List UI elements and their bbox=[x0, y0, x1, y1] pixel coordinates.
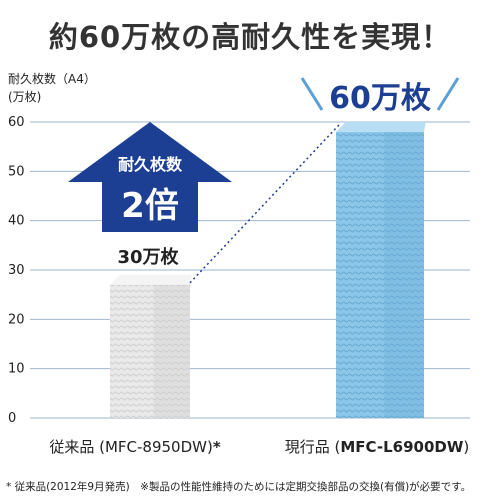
bar bbox=[336, 131, 424, 418]
bar bbox=[110, 284, 190, 418]
category-label: 現行品 (MFC-L6900DW) bbox=[285, 438, 470, 456]
category-close: ) bbox=[463, 438, 469, 456]
bracket-left bbox=[300, 77, 324, 111]
bar-side bbox=[154, 284, 190, 418]
category-prefix: 現行品 ( bbox=[285, 438, 341, 456]
bracket-right bbox=[436, 77, 460, 111]
y-tick-label: 30 bbox=[8, 263, 25, 278]
footnote: * 従来品(2012年9月発売) ※製品の性能性維持のためには定期交換部品の交換… bbox=[6, 480, 471, 493]
arrow-label-line2: 2倍 bbox=[121, 186, 179, 226]
bar-top bbox=[336, 121, 426, 132]
category-model: MFC-L6900DW bbox=[340, 438, 464, 456]
y-tick-label: 20 bbox=[8, 312, 25, 327]
y-tick-label: 40 bbox=[8, 214, 25, 229]
y-tick-label: 10 bbox=[8, 362, 25, 377]
y-tick-label: 60 bbox=[8, 115, 25, 130]
up-arrow-icon bbox=[68, 122, 232, 232]
data-label: 60万枚 bbox=[329, 81, 431, 116]
y-tick-label: 50 bbox=[8, 164, 25, 179]
arrow-label-line1: 耐久枚数 bbox=[118, 155, 183, 174]
category-asterisk: * bbox=[213, 438, 221, 456]
category-label: 従来品 (MFC-8950DW)* bbox=[49, 438, 220, 456]
data-label: 30万枚 bbox=[117, 246, 179, 268]
y-tick-label: 0 bbox=[8, 411, 16, 426]
bar-side bbox=[384, 131, 424, 418]
bar-top bbox=[110, 274, 192, 285]
connector-line bbox=[189, 123, 341, 284]
y-axis-label: 耐久枚数（A4） bbox=[8, 72, 96, 86]
headline: 約60万枚の高耐久性を実現！ bbox=[48, 20, 452, 54]
y-axis-unit: (万枚) bbox=[8, 90, 42, 104]
